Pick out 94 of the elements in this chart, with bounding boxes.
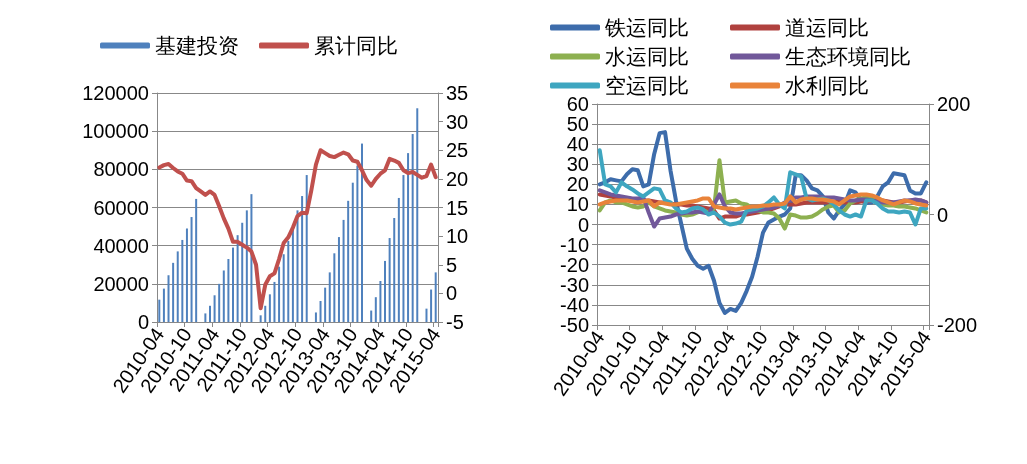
bar [370, 310, 373, 322]
bar [195, 198, 198, 322]
bar [379, 280, 382, 322]
bar [185, 228, 188, 322]
y-tick-label: 100000 [82, 120, 149, 143]
bar [411, 134, 414, 322]
y2-tick-label: 30 [446, 110, 469, 133]
bar [259, 315, 262, 322]
bar [416, 108, 419, 322]
bar [222, 270, 225, 322]
y-tick-label: 0 [577, 213, 589, 236]
y2-tick-label: 0 [446, 282, 458, 305]
legend-label: 空运同比 [605, 74, 689, 97]
bar [434, 272, 437, 322]
legend-label: 水运同比 [605, 45, 689, 68]
bar [273, 281, 276, 322]
bar [204, 313, 207, 322]
bar [172, 262, 175, 322]
bar [333, 253, 336, 322]
y-tick-label: -40 [560, 293, 589, 316]
y-tick-label: 10 [566, 193, 589, 216]
y-tick-label: -10 [560, 233, 589, 256]
legend-label: 累计同比 [314, 34, 398, 57]
bar [342, 219, 345, 322]
legend-label: 道运同比 [785, 16, 869, 39]
y-tick-label: -30 [560, 273, 589, 296]
bar [360, 143, 363, 322]
bar [190, 217, 193, 322]
bar [232, 247, 235, 322]
y-tick-label: 0 [137, 311, 149, 333]
y-tick-label: 60000 [93, 196, 149, 219]
y2-tick-label: 200 [937, 93, 971, 115]
bar [356, 165, 359, 322]
bar [328, 272, 331, 322]
y-tick-label: 40000 [93, 234, 149, 257]
y-tick-label: 50 [566, 113, 589, 136]
y-tick-label: -50 [560, 314, 589, 336]
bar [314, 312, 317, 322]
bar [430, 289, 433, 322]
legend-label: 铁运同比 [604, 16, 689, 39]
bar [167, 275, 170, 322]
y2-tick-label: 25 [446, 139, 469, 162]
bar [241, 222, 244, 322]
bar [384, 260, 387, 322]
bar [402, 175, 405, 322]
bar [268, 294, 271, 322]
bar [236, 235, 239, 322]
bar [296, 210, 299, 322]
y-tick-label: -20 [560, 253, 589, 276]
y-tick-label: 40 [566, 133, 589, 156]
bar [278, 266, 281, 322]
y2-tick-label: 10 [446, 225, 469, 248]
bar [213, 295, 216, 322]
bar [245, 210, 248, 322]
bar [208, 305, 211, 322]
y-tick-label: 20 [566, 173, 589, 196]
legend-label: 基建投资 [155, 34, 239, 57]
bar [324, 287, 327, 322]
bar [337, 237, 340, 322]
bar [162, 288, 165, 322]
bar [388, 238, 391, 322]
bar [319, 301, 322, 322]
bar [425, 308, 428, 322]
y2-tick-label: -200 [937, 314, 978, 336]
bar [393, 218, 396, 322]
bar [264, 305, 267, 322]
y-tick-label: 120000 [82, 82, 149, 104]
bar [305, 175, 308, 322]
bar [250, 194, 253, 322]
bar [227, 259, 230, 322]
bar [287, 240, 290, 322]
y-tick-label: 80000 [93, 158, 149, 181]
y2-tick-label: 15 [446, 196, 469, 219]
y2-tick-label: 5 [446, 253, 458, 276]
bar [397, 197, 400, 322]
bar [347, 200, 350, 322]
y2-tick-label: -5 [446, 311, 464, 333]
legend-label: 水利同比 [785, 74, 869, 97]
y-tick-label: 20000 [93, 272, 149, 295]
bar [282, 254, 285, 322]
y2-tick-label: 35 [446, 82, 469, 104]
bar [407, 153, 410, 322]
y2-tick-label: 0 [937, 203, 949, 226]
bar [218, 283, 221, 322]
y-tick-label: 60 [566, 93, 589, 115]
legend-label: 生态环境同比 [785, 45, 911, 68]
y-tick-label: 30 [566, 153, 589, 176]
y2-tick-label: 20 [446, 167, 469, 190]
bar [181, 239, 184, 322]
bar [158, 299, 161, 322]
bar [374, 297, 377, 322]
bar [176, 251, 179, 322]
bar [301, 196, 304, 322]
bar [351, 182, 354, 322]
